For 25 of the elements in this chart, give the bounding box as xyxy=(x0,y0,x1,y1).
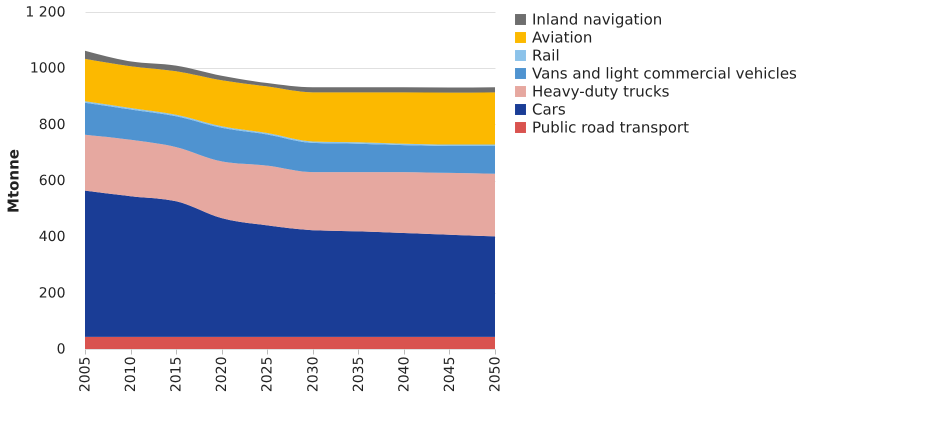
x-tick-label: 2030 xyxy=(305,356,322,392)
y-tick-label: 1 200 xyxy=(25,4,66,20)
x-tick-label: 2015 xyxy=(168,356,185,392)
x-tick-label: 2010 xyxy=(123,356,140,392)
x-tick-label: 2035 xyxy=(350,356,367,392)
x-tick-label: 2020 xyxy=(214,356,230,392)
y-tick-label: 400 xyxy=(38,229,66,246)
x-tick-label: 2005 xyxy=(78,356,94,392)
y-tick-label: 800 xyxy=(38,116,66,133)
y-tick-label: 0 xyxy=(56,342,66,358)
y-tick-label: 600 xyxy=(38,173,66,189)
legend-label: Cars xyxy=(532,100,566,118)
legend-label: Rail xyxy=(532,46,560,64)
y-tick-label: 1000 xyxy=(30,60,66,77)
x-tick-label: 2045 xyxy=(442,356,458,392)
x-tick-label: 2040 xyxy=(396,356,412,392)
legend-label: Heavy-duty trucks xyxy=(532,82,670,100)
legend-label: Public road transport xyxy=(532,118,690,136)
x-tick-label: 2050 xyxy=(488,356,504,392)
legend-label: Aviation xyxy=(532,28,592,46)
y-axis-title: Mtonne xyxy=(4,149,22,213)
legend-label: Inland navigation xyxy=(532,10,662,28)
y-tick-label: 200 xyxy=(38,285,66,302)
legend-label: Vans and light commercial vehicles xyxy=(532,64,798,82)
x-tick-label: 2025 xyxy=(260,356,276,392)
